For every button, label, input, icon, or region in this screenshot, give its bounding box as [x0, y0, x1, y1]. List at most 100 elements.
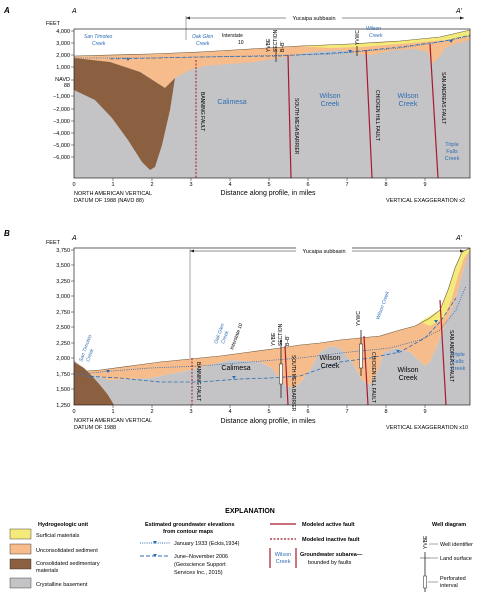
explanation: EXPLANATION Hydrogeologic unit Surficial… — [9, 508, 473, 592]
swatch-unconsolidated — [9, 543, 32, 555]
y-tick: NAVD — [55, 77, 70, 83]
gw-item: Services Inc., 2015) — [174, 570, 223, 576]
unconsolidated-sediment-a — [74, 34, 470, 88]
san-andreas-fault-a — [429, 43, 439, 178]
x-tick: 1 — [111, 182, 114, 188]
section-label-a: SECTION — [273, 29, 279, 52]
subarea-label-a: Wilson — [397, 93, 418, 100]
fault-label-b: SAN ANDREAS FAULT — [448, 330, 454, 382]
swatch-crystalline — [9, 577, 32, 589]
fault-label-a: BANNING FAULT — [199, 92, 205, 131]
well-sample-label: YVBE — [423, 535, 429, 549]
end-label-left-a: A — [71, 8, 77, 15]
swatch-consolidated — [9, 558, 32, 570]
y-unit-a: FEET — [46, 21, 61, 27]
swatch-surficial — [9, 528, 32, 540]
unconsolidated-sediment-b — [74, 249, 470, 388]
y-tick: 2,500 — [56, 325, 70, 331]
x-tick: 3 — [189, 409, 192, 415]
panel-b-label: B — [4, 229, 10, 238]
x-tick: 9 — [423, 409, 426, 415]
fault-label-a: SAN ANDREAS FAULT — [440, 72, 446, 124]
panel-a-x-axis: 0 1 2 3 4 5 6 7 8 9 — [72, 182, 426, 188]
subbasin-label-b: Yucaipa subbasin — [302, 249, 345, 255]
fault-label-b: CHICKEN HILL FAULT — [370, 352, 376, 403]
well-label-b: YVWC — [356, 311, 362, 326]
subarea-label-b: Wilson — [319, 355, 340, 362]
fault-item: Modeled inactive fault — [302, 537, 360, 543]
datum-line2-b: DATUM OF 1988 — [74, 425, 116, 431]
y-tick: −1,000 — [53, 94, 70, 100]
y-tick: 3,000 — [56, 41, 70, 47]
x-tick: 5 — [267, 182, 270, 188]
y-tick: 1,000 — [56, 65, 70, 71]
panel-a: A — [3, 6, 471, 204]
x-tick: 6 — [306, 182, 309, 188]
fault-label-b: SOUTH MESA BARRIER — [290, 355, 296, 412]
x-tick: 4 — [228, 182, 231, 188]
section-label-a: YVBE — [266, 38, 272, 52]
y-tick: −6,000 — [53, 155, 70, 161]
subarea-label-b: Triple — [451, 352, 465, 358]
surficial-materials-b — [420, 248, 470, 326]
surficial-materials-a — [300, 30, 470, 48]
vertical-exaggeration-a: VERTICAL EXAGGERATION x2 — [386, 198, 465, 204]
y-tick: 2,000 — [56, 356, 70, 362]
panel-b-frame — [73, 247, 471, 406]
creek-label-a: San Timoteo — [84, 34, 113, 40]
subarea-label-b: Calimesa — [221, 365, 250, 372]
end-label-left-b: A — [71, 235, 77, 242]
well-heading: Well diagram — [432, 522, 466, 528]
datum-line2-a: DATUM OF 1988 (NAVD 88) — [74, 198, 144, 204]
y-tick: 3,500 — [56, 263, 70, 269]
unit-label: materials — [36, 568, 59, 574]
x-tick: 0 — [72, 182, 75, 188]
panel-b-y-axis: FEET 3,750 3,500 3,250 3,000 2,750 2,500… — [46, 240, 70, 409]
datum-line1-a: NORTH AMERICAN VERTICAL — [74, 191, 152, 197]
creek-label-a: Wilson — [366, 26, 381, 32]
groundwater-2006-line-b — [83, 297, 457, 383]
fault-label-a: SOUTH MESA BARRIER — [293, 98, 299, 155]
panel-a-y-axis: FEET 4,000 3,000 2,000 1,000 NAVD 88 −1,… — [46, 21, 70, 161]
y-tick: −4,000 — [53, 131, 70, 137]
creek-label-a: Creek — [92, 41, 106, 47]
hydro-heading: Hydrogeologic unit — [38, 522, 88, 528]
end-label-right-b: A' — [455, 235, 463, 242]
y-tick: −3,000 — [53, 119, 70, 125]
subarea-label-b: Creek — [399, 375, 418, 382]
south-mesa-barrier-b — [284, 345, 289, 405]
explanation-title: EXPLANATION — [225, 508, 275, 515]
gw-item: June–November 2006 — [174, 554, 228, 560]
x-tick: 8 — [384, 409, 387, 415]
groundwater-1933-line-b — [74, 285, 467, 376]
end-label-right-a: A' — [455, 8, 463, 15]
x-tick: 9 — [423, 182, 426, 188]
x-tick: 0 — [72, 409, 75, 415]
y-tick: 2,000 — [56, 53, 70, 59]
creek-label-b: Creek — [85, 348, 95, 363]
panel-a-frame — [73, 28, 471, 179]
panel-b: B — [4, 229, 471, 431]
panel-b-plot — [74, 248, 470, 405]
chicken-hill-fault-b — [363, 335, 369, 405]
unit-label: Surficial materials — [36, 533, 80, 539]
well-yvbe-b — [279, 340, 283, 398]
subarea-label-b: Falls — [452, 359, 464, 365]
x-tick: 7 — [345, 182, 348, 188]
well-item: interval — [440, 583, 458, 589]
y-tick: 2,250 — [56, 341, 70, 347]
subarea-label-b: Creek — [321, 363, 340, 370]
section-label-a: B–B' — [280, 42, 286, 52]
x-tick: 3 — [189, 182, 192, 188]
y-tick: 3,000 — [56, 294, 70, 300]
unit-label: Crystalline basement — [36, 582, 88, 588]
fault-label-a: CHICKEN HILL FAULT — [374, 90, 380, 141]
gw-heading: Estimated groundwater elevations — [145, 522, 235, 528]
y-tick: 3,250 — [56, 279, 70, 285]
x-tick: 4 — [228, 409, 231, 415]
consolidated-sediment-b — [74, 362, 114, 405]
crystalline-basement-b — [74, 248, 470, 405]
creek-label-a: Creek — [369, 33, 383, 39]
x-axis-title-a: Distance along profile, in miles — [221, 190, 316, 197]
